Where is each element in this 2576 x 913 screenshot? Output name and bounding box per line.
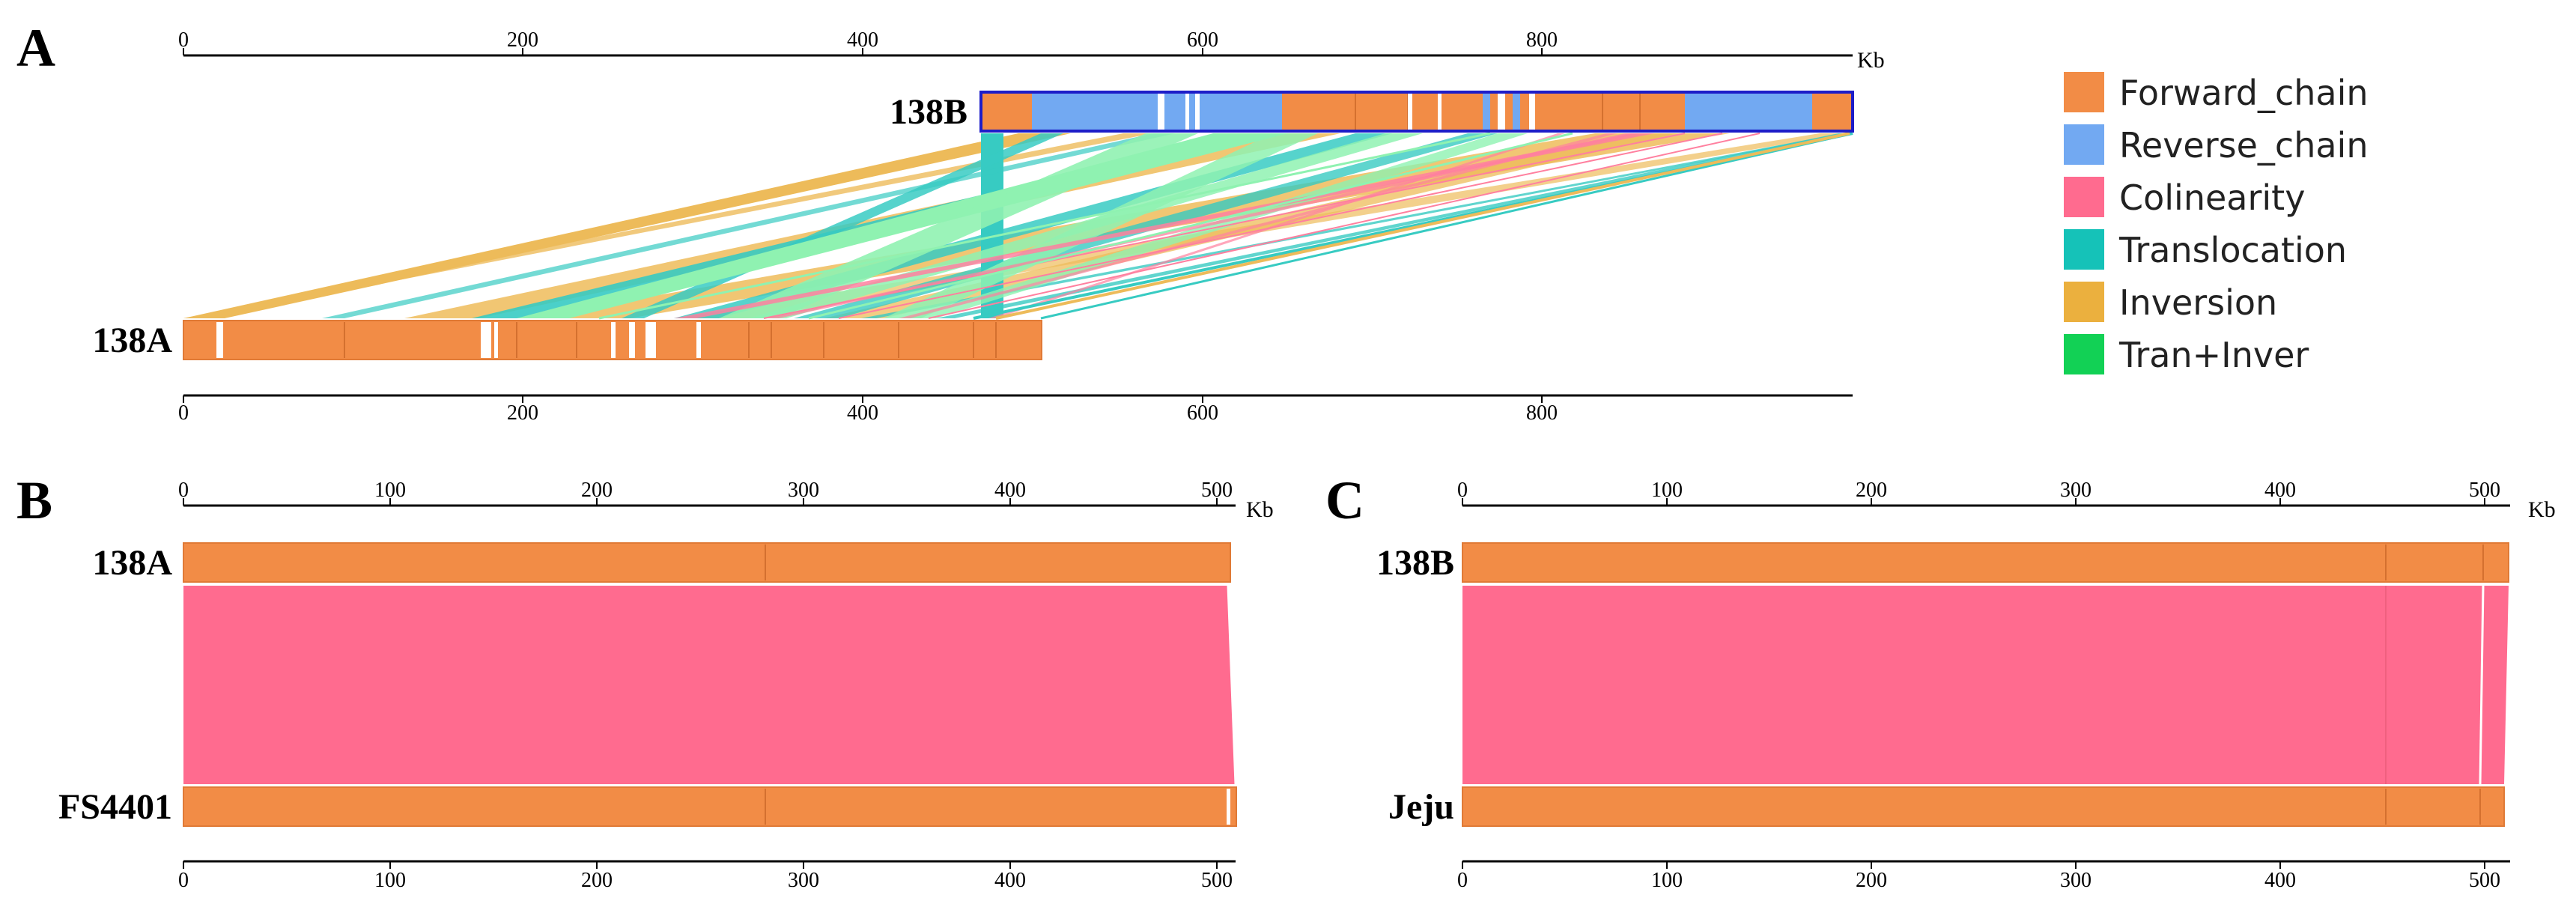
tran-inver-link bbox=[598, 132, 1491, 320]
axis-tick-label: 100 bbox=[374, 869, 406, 892]
colinearity-link bbox=[928, 133, 1761, 319]
genome-label-jeju: Jeju bbox=[1388, 787, 1454, 827]
panel-c-bottom-axis: 0 100 200 300 400 500 bbox=[1457, 860, 2510, 892]
colinearity-link bbox=[763, 133, 1686, 319]
axis-tick-label: 200 bbox=[507, 28, 538, 52]
axis-tick-label: 0 bbox=[1457, 479, 1468, 502]
inversion-ribbon bbox=[183, 133, 1153, 318]
axis-tick-label: 400 bbox=[994, 479, 1026, 502]
axis-tick-label: 200 bbox=[581, 479, 613, 502]
axis-tick-label: 100 bbox=[1651, 869, 1683, 892]
legend-label: Colinearity bbox=[2119, 178, 2305, 218]
tran-inver-ribbon bbox=[719, 133, 1198, 318]
translocation-ribbon bbox=[861, 133, 1853, 318]
axis-tick-label: 400 bbox=[847, 28, 878, 52]
legend-swatch-translocation bbox=[2064, 229, 2104, 270]
panel-label-b: B bbox=[16, 470, 52, 530]
panel-a-bottom-axis: 0 200 600 400 800 bbox=[178, 394, 1853, 425]
legend-label: Reverse_chain bbox=[2119, 125, 2368, 166]
legend-swatch-tran-inver bbox=[2064, 334, 2104, 374]
axis-unit-label: Kb bbox=[2528, 497, 2556, 522]
colinearity-ribbon bbox=[1462, 586, 2509, 784]
panel-a-synteny-ribbons bbox=[183, 132, 1853, 320]
legend-label: Tran+Inver bbox=[2118, 335, 2309, 375]
axis-tick-label: 500 bbox=[1201, 479, 1233, 502]
axis-tick-label: 100 bbox=[1651, 479, 1683, 502]
axis-tick-label: 200 bbox=[1856, 869, 1887, 892]
inversion-ribbon bbox=[824, 133, 1677, 318]
panel-b: B 0 100 200 300 400 500 Kb 138A bbox=[16, 470, 1274, 892]
legend-swatch-forward bbox=[2064, 72, 2104, 112]
panel-c-top-axis: 0 100 200 300 400 500 Kb bbox=[1457, 479, 2556, 522]
genome-label-fs4401: FS4401 bbox=[58, 787, 172, 827]
axis-tick-label: 200 bbox=[507, 401, 538, 425]
legend-label: Translocation bbox=[2118, 230, 2347, 270]
translocation-ribbon bbox=[322, 133, 1176, 318]
tran-inver-link bbox=[808, 132, 1573, 320]
axis-tick-label: 400 bbox=[2264, 869, 2296, 892]
panel-b-top-axis: 0 100 200 300 400 500 Kb bbox=[178, 479, 1274, 522]
panel-a: A 0 200 400 600 800 Kb bbox=[16, 18, 1885, 425]
colinearity-ribbon bbox=[899, 133, 1617, 318]
axis-tick-label: 300 bbox=[2060, 479, 2092, 502]
axis-tick-label: 500 bbox=[1201, 869, 1233, 892]
axis-tick-label: 600 bbox=[1187, 401, 1218, 425]
axis-unit-label: Kb bbox=[1857, 48, 1885, 73]
panel-a-top-axis: 0 200 400 600 800 Kb bbox=[178, 28, 1885, 73]
panel-label-a: A bbox=[16, 18, 55, 78]
axis-tick-label: 400 bbox=[994, 869, 1026, 892]
panel-label-c: C bbox=[1325, 470, 1364, 530]
axis-tick-label: 0 bbox=[178, 869, 189, 892]
axis-tick-label: 500 bbox=[2469, 479, 2500, 502]
axis-tick-label: 0 bbox=[178, 401, 189, 425]
inversion-ribbon bbox=[183, 133, 1071, 318]
axis-tick-label: 0 bbox=[178, 28, 189, 52]
axis-tick-label: 200 bbox=[1856, 479, 1887, 502]
axis-unit-label: Kb bbox=[1246, 497, 1274, 522]
legend-swatch-reverse bbox=[2064, 124, 2104, 165]
legend-label: Inversion bbox=[2119, 282, 2277, 323]
genome-label-138b: 138B bbox=[1376, 543, 1454, 583]
axis-tick-label: 300 bbox=[788, 479, 819, 502]
legend-swatch-colinearity bbox=[2064, 177, 2104, 217]
genome-bar-138a-b: 138A bbox=[92, 542, 1231, 583]
genome-label-138a: 138A bbox=[92, 321, 172, 360]
genome-label-138b: 138B bbox=[890, 92, 967, 132]
genome-bar-138b-c: 138B bbox=[1376, 542, 2509, 583]
panel-c: C 0 100 200 300 400 500 Kb 138B bbox=[1325, 470, 2556, 892]
genome-bar-fs4401: FS4401 bbox=[58, 786, 1237, 827]
translocation-ribbon bbox=[794, 133, 1498, 318]
genome-label-138a: 138A bbox=[92, 543, 172, 583]
axis-tick-label: 300 bbox=[2060, 869, 2092, 892]
axis-tick-label: 0 bbox=[1457, 869, 1468, 892]
axis-tick-label: 300 bbox=[788, 869, 819, 892]
translocation-ribbon bbox=[936, 133, 1853, 318]
legend-label: Forward_chain bbox=[2119, 73, 2369, 113]
legend: Forward_chain Reverse_chain Colinearity … bbox=[2064, 72, 2369, 375]
axis-tick-label: 200 bbox=[581, 869, 613, 892]
axis-tick-label: 400 bbox=[2264, 479, 2296, 502]
colinearity-link bbox=[838, 133, 1723, 319]
axis-tick-label: 800 bbox=[1526, 401, 1558, 425]
legend-swatch-inversion bbox=[2064, 282, 2104, 322]
panel-b-bottom-axis: 0 100 200 300 400 500 bbox=[178, 860, 1236, 892]
colinearity-ribbon bbox=[183, 586, 1236, 784]
axis-tick-label: 800 bbox=[1526, 28, 1558, 52]
axis-tick-label: 500 bbox=[2469, 869, 2500, 892]
genome-bar-138b: 138B bbox=[890, 91, 1854, 133]
axis-tick-label: 100 bbox=[374, 479, 406, 502]
inversion-link bbox=[995, 132, 1850, 320]
axis-tick-label: 600 bbox=[1187, 28, 1218, 52]
axis-tick-label: 400 bbox=[847, 401, 878, 425]
genome-bar-138a: 138A bbox=[92, 320, 1042, 360]
axis-tick-label: 0 bbox=[178, 479, 189, 502]
genome-bar-jeju: Jeju bbox=[1388, 786, 2505, 827]
translocation-link bbox=[1040, 132, 1853, 320]
tran-inver-ribbon bbox=[517, 133, 1288, 318]
colinearity-ribbon bbox=[988, 133, 1565, 318]
